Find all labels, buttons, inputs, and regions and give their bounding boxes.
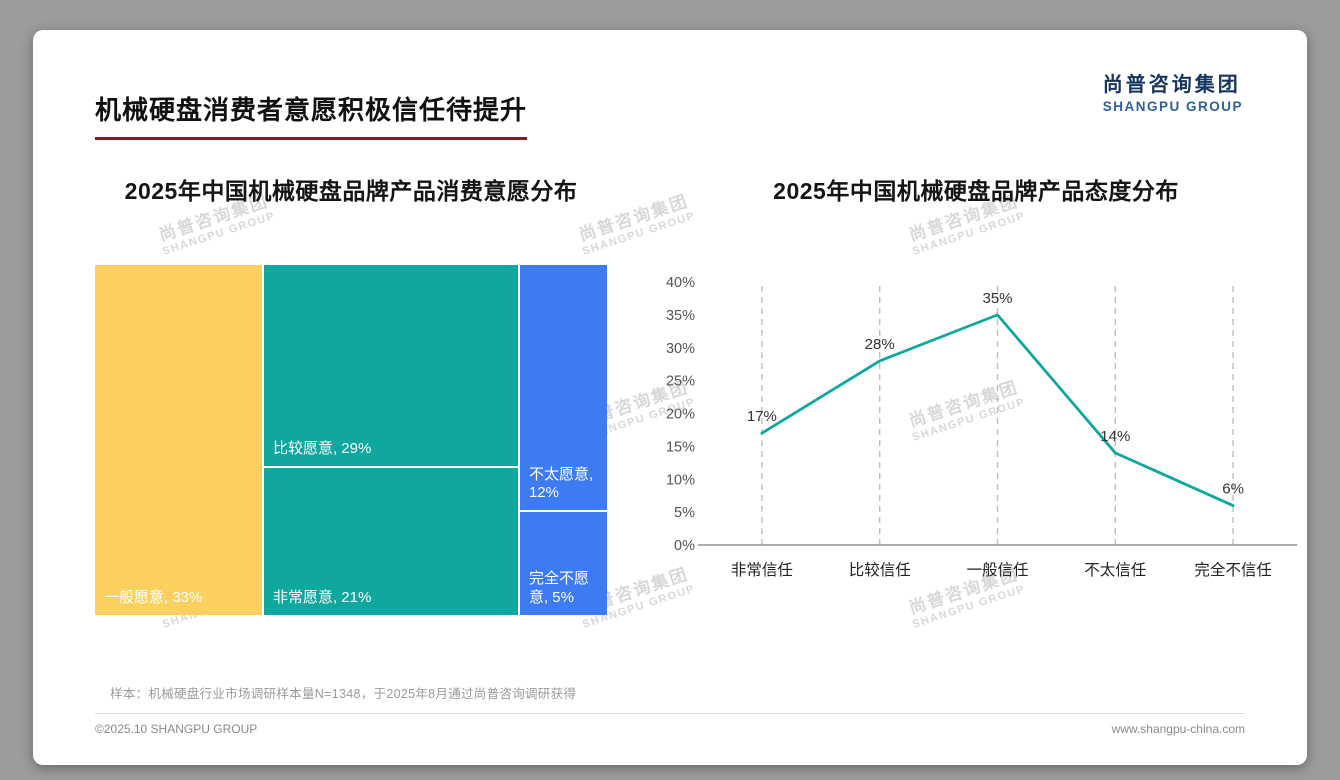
- treemap-block-label: 比较愿意, 29%: [272, 440, 372, 458]
- treemap-block-label: 一般愿意, 33%: [104, 589, 203, 607]
- treemap-block-一般愿意: 一般愿意, 33%: [95, 265, 262, 615]
- company-logo: 尚普咨询集团 SHANGPU GROUP: [1103, 68, 1243, 114]
- footer-website: www.shangpu-china.com: [1111, 722, 1245, 736]
- x-axis-label: 比较信任: [849, 561, 911, 579]
- data-label: 14%: [1100, 428, 1130, 445]
- sample-note: 样本：机械硬盘行业市场调研样本量N=1348，于2025年8月通过尚普咨询调研获…: [110, 687, 577, 701]
- x-axis-label: 完全不信任: [1194, 561, 1272, 579]
- treemap-block-完全不愿意: 完全不愿意, 5%: [519, 512, 607, 615]
- treemap-block-不太愿意: 不太愿意, 12%: [519, 265, 607, 511]
- logo-en: SHANGPU GROUP: [1102, 99, 1243, 114]
- y-axis-label: 40%: [666, 275, 695, 291]
- treemap-block-比较愿意: 比较愿意, 29%: [263, 265, 518, 466]
- y-axis-label: 25%: [666, 374, 695, 390]
- x-axis-label: 非常信任: [731, 561, 793, 579]
- slide-card: 尚普咨询集团 SHANGPU GROUP 尚普咨询集团 SHANGPU GROUP 尚普…: [33, 30, 1307, 765]
- treemap-block-非常愿意: 非常愿意, 21%: [263, 468, 518, 615]
- treemap-block-label: 不太愿意, 12%: [528, 465, 594, 502]
- treemap-chart: 一般愿意, 33% 比较愿意, 29% 非常愿意, 21% 不太愿意, 12% 完全不愿…: [95, 265, 607, 615]
- line-chart-title: 2025年中国机械硬盘品牌产品态度分布: [773, 178, 1179, 204]
- page-title: 机械硬盘消费者意愿积极信任待提升: [95, 90, 528, 140]
- y-axis-label: 15%: [666, 439, 695, 455]
- data-label: 28%: [865, 336, 895, 353]
- data-label: 17%: [747, 408, 777, 425]
- treemap-chart-title: 2025年中国机械硬盘品牌产品消费意愿分布: [124, 178, 578, 204]
- data-label: 6%: [1222, 481, 1244, 498]
- treemap-block-label: 非常愿意, 21%: [272, 589, 372, 607]
- logo-cn: 尚普咨询集团: [1102, 74, 1241, 96]
- data-label: 35%: [982, 290, 1012, 307]
- y-axis-label: 35%: [666, 308, 695, 324]
- footer-divider: [95, 713, 1245, 714]
- y-axis-label: 30%: [666, 341, 695, 357]
- y-axis-label: 0%: [674, 538, 695, 554]
- x-axis-label: 一般信任: [966, 561, 1028, 579]
- footer-copyright: ©2025.10 SHANGPU GROUP: [95, 722, 258, 736]
- data-line: [760, 313, 1235, 507]
- y-axis-label: 20%: [666, 407, 695, 423]
- x-axis-label: 不太信任: [1084, 561, 1146, 579]
- y-axis-label: 10%: [666, 472, 695, 488]
- treemap-block-label: 完全不愿意, 5%: [528, 570, 589, 607]
- line-chart: 0% 5% 10% 15% 20% 25% 30% 35% 40% 17% 28% 35% 14% 6% 非…: [666, 275, 1297, 579]
- y-axis-label: 5%: [674, 505, 695, 521]
